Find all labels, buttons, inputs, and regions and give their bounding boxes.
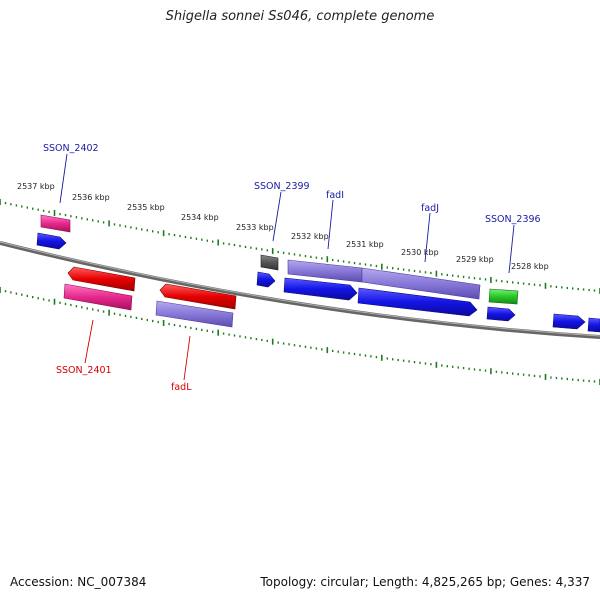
feature-sson-2402[interactable] xyxy=(40,214,71,233)
gene-labels: SSON_2402 SSON_2399 fadI fadJ SSON_2396 … xyxy=(43,143,541,393)
tick-label: 2535 kbp xyxy=(127,203,165,212)
tick-label: 2532 kbp xyxy=(291,232,329,241)
feature-cds-6[interactable] xyxy=(552,313,586,330)
tick-labels: 2537 kbp 2536 kbp 2535 kbp 2534 kbp 2533… xyxy=(17,182,549,271)
tick-label: 2530 kbp xyxy=(401,248,439,257)
bottom-strand-features xyxy=(63,266,237,328)
feature-fadj[interactable] xyxy=(361,267,481,300)
feature-cds-4[interactable] xyxy=(357,287,478,317)
feature-sson-2396[interactable] xyxy=(488,288,519,305)
gene-label-sson-2396: SSON_2396 xyxy=(485,214,541,225)
feature-fadl[interactable] xyxy=(155,300,234,328)
genome-backbone xyxy=(0,241,600,339)
genome-backbone-highlight xyxy=(0,241,600,337)
feature-sson-2401[interactable] xyxy=(63,283,133,311)
feature-fadi[interactable] xyxy=(287,259,363,283)
tick-label: 2534 kbp xyxy=(181,213,219,222)
feature-cds-2[interactable] xyxy=(256,271,276,288)
gene-label-sson-2399: SSON_2399 xyxy=(254,181,310,192)
feature-cds-3[interactable] xyxy=(283,277,358,301)
genome-summary-text: Topology: circular; Length: 4,825,265 bp… xyxy=(260,575,590,589)
feature-fadl-red[interactable] xyxy=(159,283,237,310)
feature-sson-2401-red[interactable] xyxy=(67,266,136,292)
gene-label-fadj: fadJ xyxy=(421,203,439,214)
tick-label: 2528 kbp xyxy=(511,262,549,271)
gene-label-fadi: fadI xyxy=(326,190,344,201)
feature-cds-5[interactable] xyxy=(486,306,516,322)
tick-label: 2529 kbp xyxy=(456,255,494,264)
tick-label: 2531 kbp xyxy=(346,240,384,249)
tick-label: 2533 kbp xyxy=(236,223,274,232)
feature-cds-7[interactable] xyxy=(587,317,600,333)
leader-lines xyxy=(59,153,515,381)
top-strand-features xyxy=(36,214,600,333)
gene-label-fadl: fadL xyxy=(171,382,192,393)
accession-text: Accession: NC_007384 xyxy=(10,575,147,589)
feature-cds-1[interactable] xyxy=(36,232,67,250)
tick-row-top xyxy=(0,199,600,294)
tick-label: 2537 kbp xyxy=(17,182,55,191)
feature-sson-2399[interactable] xyxy=(260,254,279,271)
tick-row-bottom xyxy=(0,287,600,385)
tick-label: 2536 kbp xyxy=(72,193,110,202)
gene-label-sson-2402: SSON_2402 xyxy=(43,143,99,154)
gene-label-sson-2401: SSON_2401 xyxy=(56,365,112,376)
map-title: Shigella sonnei Ss046, complete genome xyxy=(165,9,435,24)
